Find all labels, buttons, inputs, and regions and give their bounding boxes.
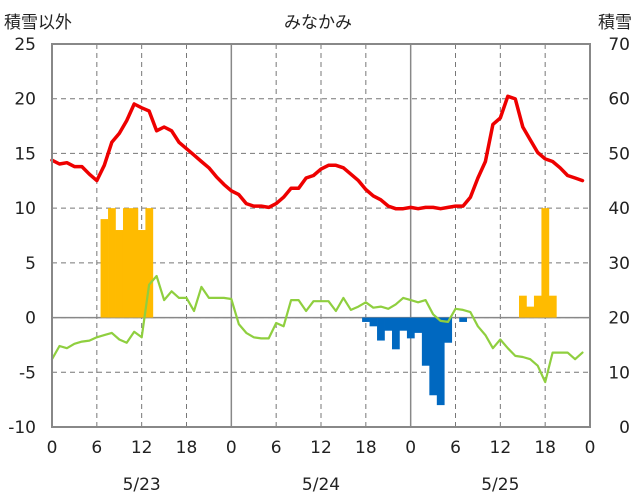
right-tick-label: 40 [608, 199, 630, 219]
snow-decrease-bar [377, 317, 385, 341]
hour-tick-label: 12 [310, 438, 332, 458]
left-tick-label: 5 [25, 254, 36, 274]
hour-tick-label: 12 [131, 438, 153, 458]
left-tick-label: -5 [19, 363, 36, 383]
hour-tick-label: 18 [176, 438, 198, 458]
snow-decrease-bar [369, 317, 378, 327]
right-tick-label: 30 [608, 254, 630, 274]
right-axis-title: 積雪 [598, 13, 632, 33]
snow-decrease-bar [384, 317, 393, 331]
left-tick-label: 0 [25, 309, 36, 329]
snow-decrease-bar [391, 317, 400, 350]
snowfall-bar [108, 208, 116, 318]
snow-decrease-bar [406, 317, 415, 339]
left-tick-label: 15 [14, 144, 36, 164]
lines-layer [50, 94, 585, 384]
snow-decrease-bar [399, 317, 408, 331]
station-title: みなかみ [284, 13, 352, 33]
hour-tick-label: 0 [405, 438, 416, 458]
snowfall-bar [533, 295, 542, 318]
right-tick-label: 0 [619, 418, 630, 438]
snow-decrease-bar [421, 317, 430, 366]
snowfall-bar [145, 208, 154, 318]
left-axis-title: 積雪以外 [4, 13, 72, 33]
snow-decrease-bar [429, 317, 438, 396]
right-tick-label: 50 [608, 144, 630, 164]
snow-decrease-bar [362, 317, 370, 322]
hour-tick-label: 18 [534, 438, 556, 458]
plot-frame [51, 43, 591, 428]
hour-tick-label: 0 [585, 438, 596, 458]
left-tick-label: 20 [14, 90, 36, 110]
hour-tick-label: 0 [47, 438, 58, 458]
hour-tick-label: 6 [450, 438, 461, 458]
snowfall-bar [100, 219, 109, 318]
snowfall-bar [548, 295, 557, 318]
right-tick-label: 70 [608, 35, 630, 55]
date-label: 5/25 [481, 475, 519, 495]
grid-layer [52, 44, 590, 427]
hour-tick-label: 18 [355, 438, 377, 458]
hour-tick-label: 6 [271, 438, 282, 458]
snowfall-bar [137, 230, 146, 318]
snowfall-bar [115, 230, 124, 318]
left-tick-label: 10 [14, 199, 36, 219]
snowfall-bar [130, 208, 139, 318]
date-label: 5/24 [302, 475, 340, 495]
snow-decrease-bar [436, 317, 445, 406]
hour-tick-label: 6 [91, 438, 102, 458]
snowfall-bar [526, 306, 535, 318]
date-label: 5/23 [123, 475, 161, 495]
left-tick-label: 25 [14, 35, 36, 55]
hour-tick-label: 0 [226, 438, 237, 458]
snow-decrease-bar [414, 317, 423, 333]
snowfall-bar [519, 295, 527, 318]
snow-depth-line [50, 94, 585, 211]
bars-layer [100, 208, 557, 406]
right-tick-label: 20 [608, 309, 630, 329]
snowfall-bar [122, 208, 131, 318]
right-tick-label: 10 [608, 363, 630, 383]
snow-decrease-bar [444, 317, 453, 343]
snow-decrease-bar [459, 317, 468, 322]
right-tick-label: 60 [608, 90, 630, 110]
left-tick-label: -10 [8, 418, 36, 438]
temperature-line [50, 274, 584, 384]
snowfall-bar [541, 208, 550, 318]
hour-tick-label: 12 [490, 438, 512, 458]
frame-layer [51, 43, 591, 428]
